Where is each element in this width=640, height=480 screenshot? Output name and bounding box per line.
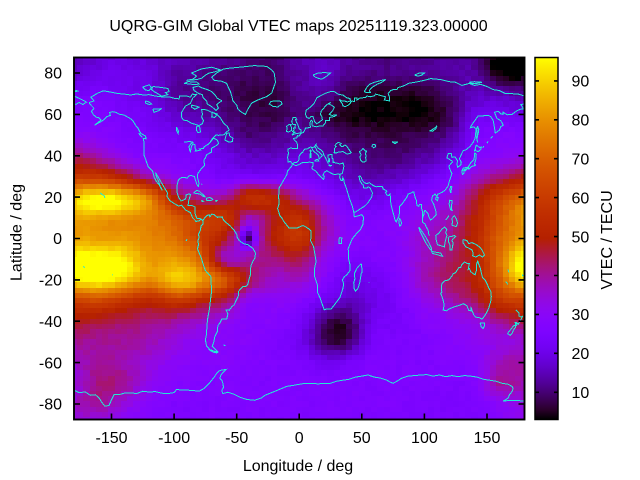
svg-text:-40: -40: [39, 314, 62, 331]
svg-text:-50: -50: [225, 430, 248, 447]
svg-text:VTEC / TECU: VTEC / TECU: [599, 190, 616, 289]
svg-text:60: 60: [44, 107, 62, 124]
svg-text:150: 150: [474, 430, 501, 447]
svg-text:80: 80: [44, 66, 62, 83]
svg-text:20: 20: [572, 346, 590, 363]
svg-text:60: 60: [572, 190, 590, 207]
svg-text:50: 50: [572, 229, 590, 246]
svg-text:Longitude / deg: Longitude / deg: [243, 458, 353, 475]
svg-text:80: 80: [572, 113, 590, 130]
svg-text:Latitude / deg: Latitude / deg: [9, 184, 26, 281]
svg-text:20: 20: [44, 190, 62, 207]
svg-text:50: 50: [353, 430, 371, 447]
svg-text:40: 40: [572, 268, 590, 285]
svg-text:40: 40: [44, 149, 62, 166]
svg-text:0: 0: [295, 430, 304, 447]
svg-text:UQRG-GIM Global VTEC maps 2025: UQRG-GIM Global VTEC maps 20251119.323.0…: [109, 18, 487, 35]
svg-text:-60: -60: [39, 355, 62, 372]
svg-text:-80: -80: [39, 397, 62, 414]
svg-text:30: 30: [572, 307, 590, 324]
svg-text:90: 90: [572, 74, 590, 91]
svg-text:10: 10: [572, 385, 590, 402]
svg-text:-100: -100: [158, 430, 190, 447]
svg-text:-150: -150: [95, 430, 127, 447]
svg-text:70: 70: [572, 151, 590, 168]
svg-text:-20: -20: [39, 273, 62, 290]
svg-text:100: 100: [411, 430, 438, 447]
svg-text:0: 0: [53, 231, 62, 248]
